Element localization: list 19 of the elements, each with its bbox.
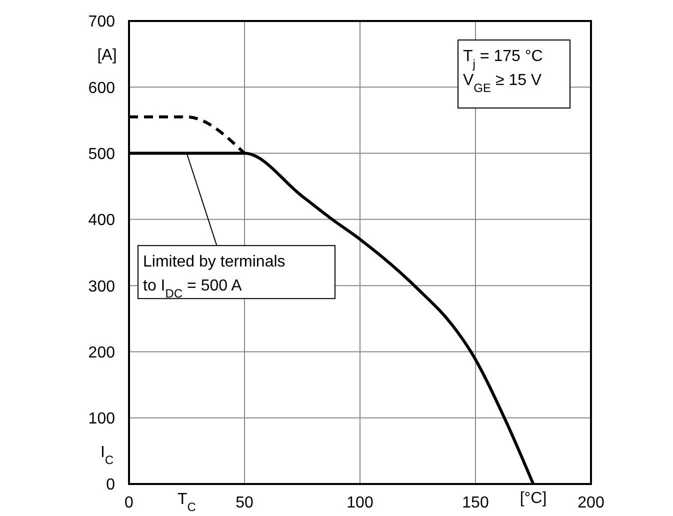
y-tick-label: 200 <box>88 344 116 362</box>
x-tick-label: 150 <box>462 494 489 512</box>
x-tick-label: 0 <box>124 494 134 512</box>
y-tick-label: 100 <box>88 410 116 428</box>
y-tick-label: 0 <box>106 476 116 494</box>
y-tick-label: 700 <box>88 14 116 31</box>
y-tick-label: 500 <box>88 146 116 163</box>
text: [A] <box>97 47 117 64</box>
annotation: T$_{j}$ = 175 °C V$_{GE}$ ≥ 15 V <box>463 48 543 95</box>
annotation: Limited by terminals to I$_{DC}$ = 500 A <box>143 254 286 301</box>
y-axis-title: I$_{C}$ <box>100 444 114 467</box>
x-axis-title: T$_{C}$ <box>178 491 196 514</box>
text: [°C] <box>520 490 547 507</box>
y-tick-label: 400 <box>88 212 116 230</box>
x-tick-label: 200 <box>578 494 604 512</box>
x-tick-label: 50 <box>236 494 254 512</box>
x-tick-label: 100 <box>346 494 374 512</box>
y-tick-label: 300 <box>88 278 116 296</box>
y-tick-label: 600 <box>88 80 116 97</box>
